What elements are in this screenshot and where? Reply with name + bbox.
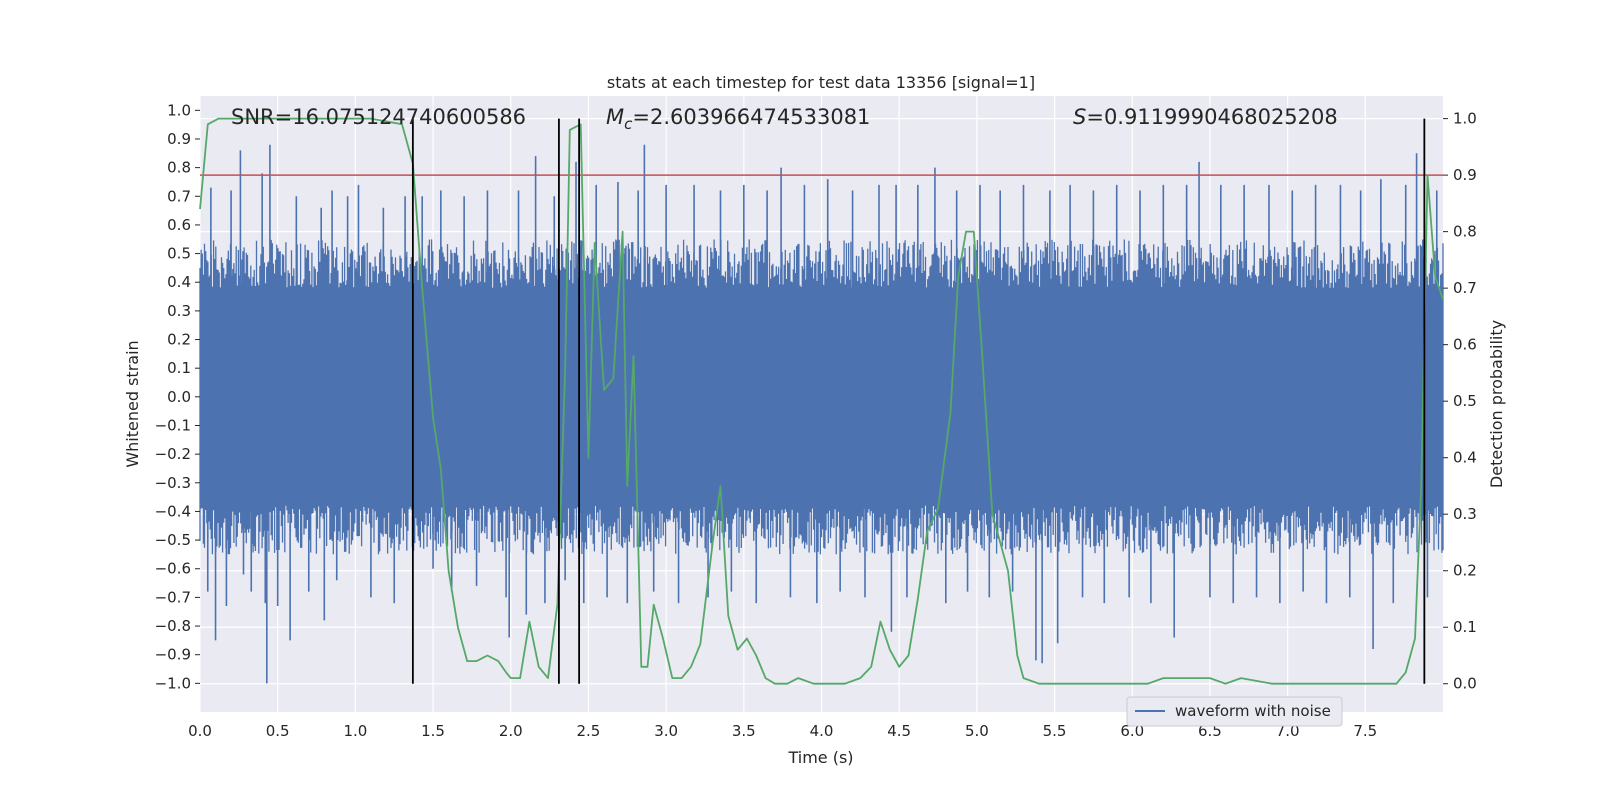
legend-label: waveform with noise: [1175, 702, 1331, 720]
y-tick-labels: 1.0 0.9 0.8 0.7 0.6 0.5 0.4 0.3 0.2 0.1 0.0 −0.1 −0.…: [155, 101, 200, 692]
x-tick-label: 5.0: [965, 722, 989, 740]
snr-annotation: SNR=16.075124740600586: [231, 105, 526, 129]
chirp-mass-annotation: Mc=2.603966474533081: [606, 105, 870, 133]
x-axis-label: Time (s): [787, 748, 853, 767]
x-tick-label: 3.0: [654, 722, 678, 740]
y-tick-label: 1.0: [167, 101, 191, 119]
y-right-tick-label: 0.3: [1453, 505, 1477, 523]
y-tick-label: −0.5: [155, 531, 191, 549]
y-tick-label: −0.3: [155, 474, 191, 492]
x-tick-label: 5.5: [1043, 722, 1067, 740]
vertical-markers: [411, 118, 1426, 684]
x-tick-label: 3.5: [732, 722, 756, 740]
y-right-tick-label: 0.7: [1453, 279, 1477, 297]
detection-probability-layer: [199, 117, 1444, 685]
y-right-tick-label: 0.9: [1453, 166, 1477, 184]
chirp-mass-value: =2.603966474533081: [632, 105, 870, 129]
y-axis-label: Whitened strain: [123, 340, 142, 467]
s-value: =0.9119990468025208: [1086, 105, 1337, 129]
x-tick-label: 4.5: [887, 722, 911, 740]
x-tick-label: 0.5: [266, 722, 290, 740]
y-tick-label: 0.3: [167, 302, 191, 320]
y-tick-label: 0.9: [167, 130, 191, 148]
x-tick-label: 2.0: [499, 722, 523, 740]
legend: waveform with noise: [1126, 696, 1343, 727]
y-right-tick-label: 0.6: [1453, 336, 1477, 354]
detection-probability-line: [199, 117, 1444, 685]
y-right-tick-label: 0.2: [1453, 562, 1477, 580]
y-tick-label: −0.7: [155, 588, 191, 606]
y-tick-label: 0.4: [167, 273, 191, 291]
chirp-mass-symbol: M: [606, 105, 624, 129]
y-right-tick-label: 0.4: [1453, 449, 1477, 467]
y-tick-label: −0.8: [155, 617, 191, 635]
y-tick-label: 0.6: [167, 216, 191, 234]
y-right-tick-label: 0.8: [1453, 223, 1477, 241]
x-tick-label: 7.5: [1353, 722, 1377, 740]
y-tick-label: −0.1: [155, 416, 191, 434]
waveform-trace: [199, 239, 1444, 555]
y-tick-label: −0.2: [155, 445, 191, 463]
waveform-series: [199, 144, 1444, 684]
y-right-tick-label: 0.1: [1453, 618, 1477, 636]
y-tick-label: −0.4: [155, 502, 191, 520]
y-right-tick-label: 1.0: [1453, 110, 1477, 128]
s-annotation: S=0.9119990468025208: [1073, 105, 1338, 129]
x-tick-label: 0.0: [188, 722, 212, 740]
x-tick-label: 4.0: [810, 722, 834, 740]
y-right-tick-label: 0.0: [1453, 675, 1477, 693]
x-tick-label: 2.5: [577, 722, 601, 740]
y-right-axis-label: Detection probability: [1487, 320, 1506, 488]
legend-box: [1126, 696, 1343, 727]
y-tick-label: −0.9: [155, 646, 191, 664]
y-tick-label: 0.0: [167, 388, 191, 406]
y-tick-label: −1.0: [155, 674, 191, 692]
x-tick-label: 1.5: [421, 722, 445, 740]
y-tick-label: 0.8: [167, 159, 191, 177]
y-right-tick-label: 0.5: [1453, 392, 1477, 410]
y-right-tick-labels: 1.0 0.9 0.8 0.7 0.6 0.5 0.4 0.3 0.2 0.1 0.0: [1443, 110, 1477, 693]
y-tick-label: −0.6: [155, 560, 191, 578]
y-tick-label: 0.1: [167, 359, 191, 377]
x-tick-label: 1.0: [343, 722, 367, 740]
y-tick-label: 0.2: [167, 331, 191, 349]
chirp-mass-subscript: c: [624, 115, 633, 133]
y-tick-label: 0.5: [167, 245, 191, 263]
chart-title: stats at each timestep for test data 133…: [607, 73, 1035, 92]
s-symbol: S: [1073, 105, 1086, 129]
y-tick-label: 0.7: [167, 187, 191, 205]
